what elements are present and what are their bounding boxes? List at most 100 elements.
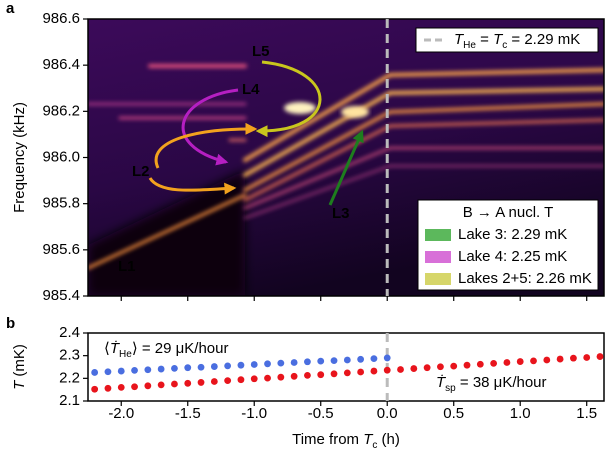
y-axis-label: T (mK) <box>11 344 28 390</box>
y-tick-label: 986.2 <box>42 102 80 119</box>
data-point <box>211 363 218 370</box>
x-tick-label: -1.5 <box>175 405 201 422</box>
legend-label: Lakes 2+5: 2.26 mK <box>458 270 592 287</box>
data-point <box>277 374 284 381</box>
data-point <box>397 366 404 373</box>
data-point <box>131 367 138 374</box>
data-point <box>184 364 191 371</box>
data-point <box>91 386 98 393</box>
data-point <box>597 353 604 360</box>
data-point <box>357 369 364 376</box>
data-point <box>464 362 471 369</box>
data-point <box>171 365 178 372</box>
x-axis-label: Time from Tc (h) <box>292 431 400 451</box>
rate-label-part: sp <box>445 383 456 394</box>
data-point <box>410 365 417 372</box>
y-tick-label: 2.2 <box>59 369 80 386</box>
legend-label-part: = 2.29 mK <box>507 31 580 48</box>
data-point <box>557 356 564 363</box>
data-point <box>424 364 431 371</box>
data-point <box>131 383 138 390</box>
y-tick-label: 985.8 <box>42 195 80 212</box>
legend-label: Lake 3: 2.29 mK <box>458 226 567 243</box>
data-point <box>357 356 364 363</box>
data-point <box>277 360 284 367</box>
data-point <box>211 378 218 385</box>
data-point <box>91 369 98 376</box>
data-point <box>477 361 484 368</box>
panel-label: b <box>6 315 15 332</box>
data-point <box>251 361 258 368</box>
x-axis-label-part: (h) <box>377 431 400 448</box>
y-tick-label: 2.1 <box>59 392 80 409</box>
data-point <box>118 384 125 391</box>
lake-label: L3 <box>332 205 350 222</box>
rate-label-part: ⟩ = 29 μK/hour <box>132 340 229 357</box>
data-point <box>437 363 444 370</box>
data-point <box>171 381 178 388</box>
data-point <box>543 357 550 364</box>
lake-label: L1 <box>118 258 136 275</box>
lake-label: L5 <box>252 43 270 60</box>
y-tick-label: 2.3 <box>59 347 80 364</box>
rate-label-part: He <box>119 349 132 360</box>
data-point <box>583 354 590 361</box>
legend-label-part: He <box>463 40 476 51</box>
data-point <box>490 360 497 367</box>
data-point <box>238 376 245 383</box>
x-tick-label: 1.5 <box>576 405 597 422</box>
data-point <box>184 380 191 387</box>
data-point <box>264 360 271 367</box>
data-point <box>198 364 205 371</box>
data-point <box>144 366 151 373</box>
data-point <box>304 372 311 379</box>
legend-swatch <box>425 273 451 285</box>
data-point <box>198 379 205 386</box>
data-point <box>371 355 378 362</box>
data-point <box>344 357 351 364</box>
data-point <box>570 355 577 362</box>
data-point <box>371 368 378 375</box>
data-point <box>158 366 165 373</box>
data-point <box>384 355 391 362</box>
x-tick-label: 0.5 <box>443 405 464 422</box>
x-tick-label: -0.5 <box>308 405 334 422</box>
data-point <box>530 357 537 364</box>
data-point <box>264 375 271 382</box>
y-axis-label-part: (mK) <box>11 344 28 381</box>
x-tick-label: -1.0 <box>241 405 267 422</box>
y-tick-label: 986.4 <box>42 56 80 73</box>
y-axis-label: Frequency (kHz) <box>11 102 28 213</box>
data-point <box>450 363 457 370</box>
legend-label: Lake 4: 2.25 mK <box>458 248 567 265</box>
x-tick-label: 1.0 <box>510 405 531 422</box>
data-point <box>304 358 311 365</box>
y-tick-label: 986.0 <box>42 148 80 165</box>
rate-label: ⟨ṪHe⟩ = 29 μK/hour <box>104 340 228 360</box>
data-point <box>224 377 231 384</box>
x-tick-label: 0.0 <box>377 405 398 422</box>
data-point <box>504 359 511 366</box>
data-point <box>384 367 391 374</box>
data-point <box>317 371 324 378</box>
legend-swatch <box>425 251 451 263</box>
data-point <box>251 375 258 382</box>
y-tick-label: 985.6 <box>42 241 80 258</box>
lake-label: L4 <box>242 81 260 98</box>
data-point <box>224 362 231 369</box>
data-point <box>291 359 298 366</box>
x-axis-label-part: Time from <box>292 431 363 448</box>
legend-title: B → A nucl. T <box>463 204 554 221</box>
data-point <box>517 358 524 365</box>
data-point <box>317 358 324 365</box>
data-point <box>105 368 112 375</box>
x-tick-label: -2.0 <box>108 405 134 422</box>
data-point <box>118 368 125 375</box>
data-point <box>105 385 112 392</box>
data-point <box>158 382 165 389</box>
data-point <box>291 373 298 380</box>
y-tick-label: 985.4 <box>42 287 80 304</box>
figure: aFrequency (kHz)985.4985.6985.8986.0986.… <box>0 0 606 452</box>
rate-label: Ṫsp = 38 μK/hour <box>436 374 547 394</box>
y-tick-label: 986.6 <box>42 10 80 27</box>
